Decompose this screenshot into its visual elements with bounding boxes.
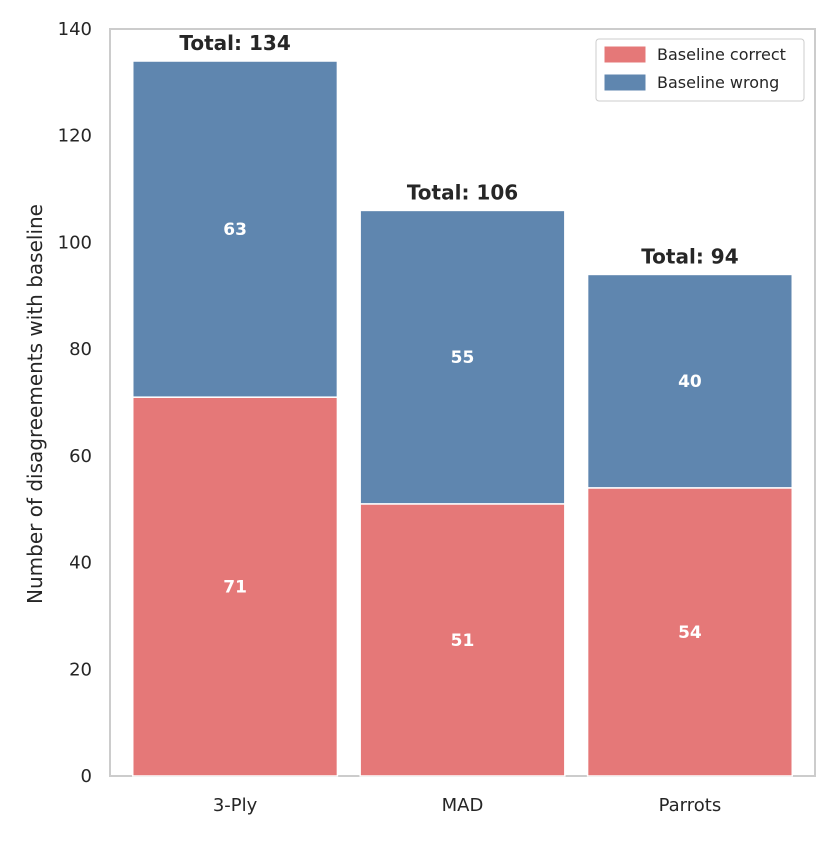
y-tick-label: 60 bbox=[69, 446, 92, 467]
legend-swatch bbox=[604, 46, 646, 63]
segment-value-label: 51 bbox=[451, 631, 475, 651]
x-tick-label: Parrots bbox=[659, 795, 722, 816]
bar-segment-baseline-wrong bbox=[586, 273, 794, 489]
segment-value-label: 40 bbox=[678, 372, 702, 392]
segment-value-label: 54 bbox=[678, 623, 702, 643]
y-tick-label: 20 bbox=[69, 659, 92, 680]
bar-segment-baseline-wrong bbox=[131, 60, 339, 398]
x-tick-label: MAD bbox=[442, 795, 484, 816]
y-tick-label: 100 bbox=[58, 232, 92, 253]
y-tick-label: 80 bbox=[69, 339, 92, 360]
y-tick-label: 40 bbox=[69, 553, 92, 574]
y-tick-label: 140 bbox=[58, 19, 92, 40]
legend-label: Baseline correct bbox=[657, 45, 786, 64]
segment-value-label: 55 bbox=[451, 348, 475, 368]
x-tick-label: 3-Ply bbox=[213, 795, 258, 816]
y-tick-label: 120 bbox=[58, 126, 92, 147]
legend-swatch bbox=[604, 74, 646, 91]
legend-label: Baseline wrong bbox=[657, 73, 779, 92]
legend-box bbox=[595, 38, 805, 102]
segment-value-label: 63 bbox=[223, 220, 247, 240]
segment-value-label: 71 bbox=[223, 578, 247, 598]
bar-segment-baseline-correct bbox=[131, 396, 339, 777]
bar-segment-baseline-wrong bbox=[359, 209, 566, 505]
legend: Baseline correct Baseline wrong bbox=[595, 38, 805, 102]
y-tick-label: 0 bbox=[81, 766, 92, 787]
y-axis-title: Number of disagreements with baseline bbox=[23, 204, 47, 604]
total-label: Total: 106 bbox=[407, 180, 518, 204]
bar-segment-baseline-correct bbox=[586, 487, 794, 777]
total-label: Total: 134 bbox=[179, 31, 290, 55]
bar-segment-baseline-correct bbox=[359, 503, 566, 777]
total-label: Total: 94 bbox=[641, 244, 738, 268]
